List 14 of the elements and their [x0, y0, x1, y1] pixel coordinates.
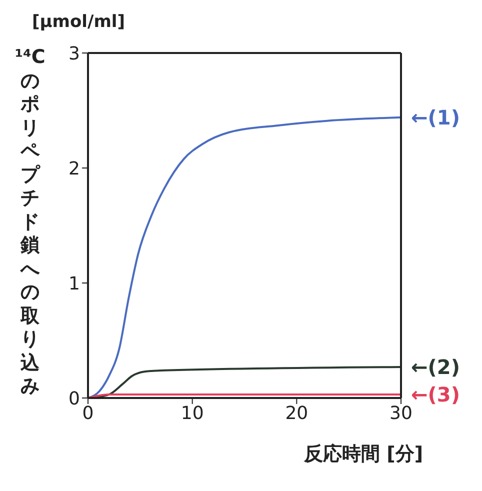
text: ¹⁴Cのポリペプチド鎖への取り込み	[14, 46, 46, 397]
y-tick-label: 2	[68, 158, 80, 180]
series-label: ←(1)	[411, 105, 460, 130]
x-axis-title: 反応時間 [分]	[303, 443, 423, 465]
x-tick-label: 0	[82, 402, 94, 424]
x-tick-label: 20	[285, 402, 308, 424]
text: [μmol/ml]	[32, 12, 126, 32]
y-tick-label: 3	[68, 43, 80, 64]
x-tick-label: 30	[390, 402, 412, 424]
series-label: ←(2)	[411, 354, 460, 379]
x-tick-label: 10	[180, 402, 204, 424]
y-tick-label: 0	[68, 388, 80, 410]
series-label: ←(3)	[411, 382, 460, 407]
y-tick-label: 1	[68, 273, 80, 294]
